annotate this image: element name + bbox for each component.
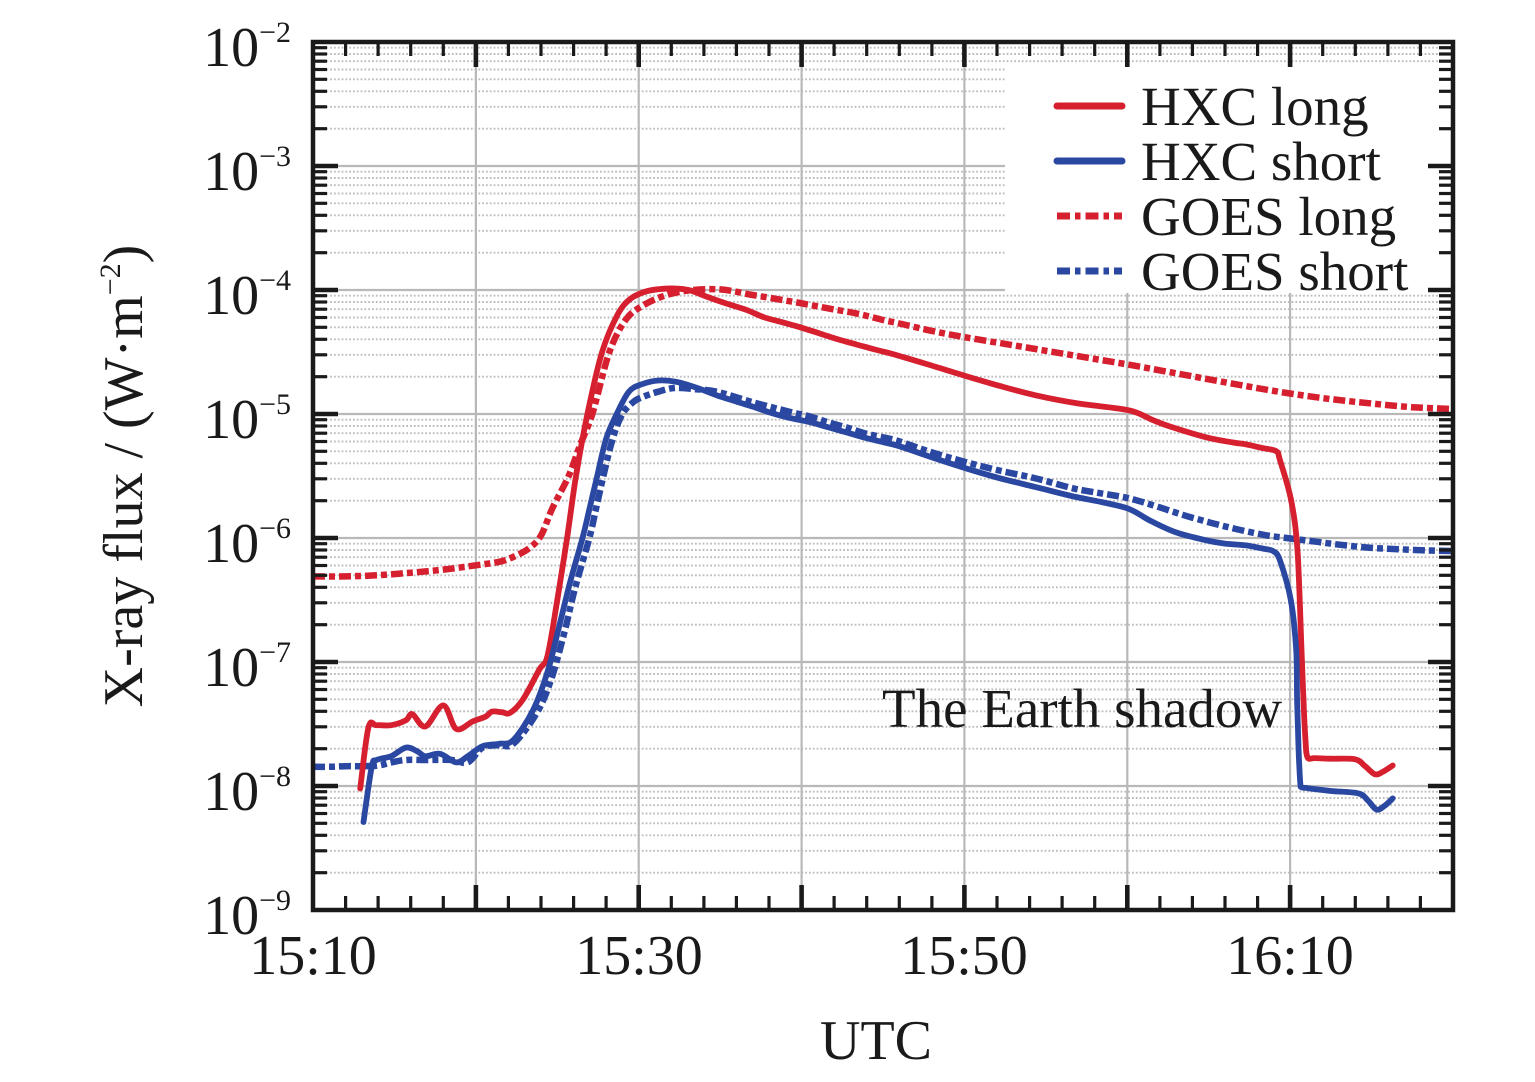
svg-text:The Earth shadow: The Earth shadow (882, 678, 1282, 739)
svg-text:16:10: 16:10 (1226, 925, 1354, 987)
svg-text:15:50: 15:50 (900, 925, 1028, 987)
svg-text:UTC: UTC (820, 1010, 932, 1072)
svg-text:15:30: 15:30 (575, 925, 703, 987)
svg-text:10−2: 10−2 (203, 16, 291, 79)
svg-text:X-ray flux / (W·m−2): X-ray flux / (W·m−2) (93, 245, 155, 708)
svg-text:HXC long: HXC long (1141, 76, 1369, 137)
svg-text:HXC short: HXC short (1141, 131, 1381, 192)
svg-text:GOES short: GOES short (1141, 241, 1408, 302)
svg-text:15:10: 15:10 (249, 925, 377, 987)
svg-text:GOES long: GOES long (1141, 186, 1396, 247)
